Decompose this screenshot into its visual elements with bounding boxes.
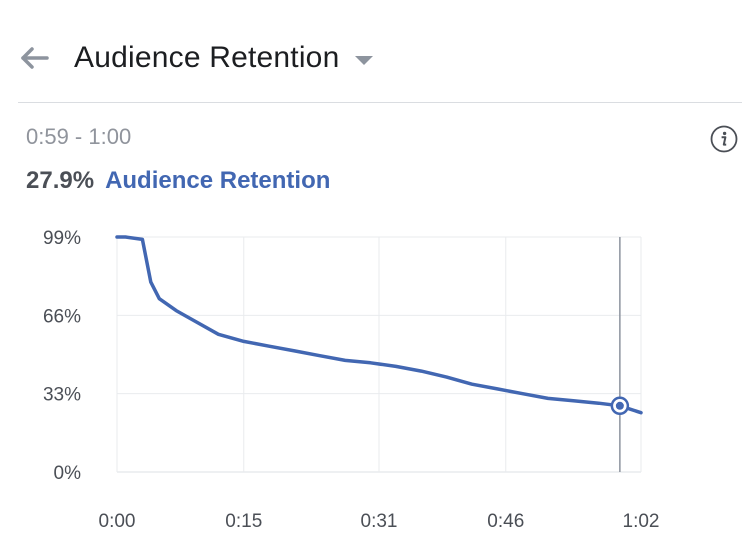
retention-value: 27.9% xyxy=(26,167,95,194)
y-tick-label: 0% xyxy=(54,463,82,484)
retention-line xyxy=(115,235,643,415)
x-tick-label: 0:46 xyxy=(487,511,524,532)
y-tick-label: 99% xyxy=(43,228,81,249)
retention-summary: 27.9% Audience Retention xyxy=(26,167,330,195)
header: Audience Retention xyxy=(18,30,740,86)
back-arrow-icon[interactable] xyxy=(18,42,50,74)
x-tick-label: 0:15 xyxy=(225,511,262,532)
page-title: Audience Retention xyxy=(74,41,340,74)
caret-down-icon xyxy=(355,55,374,65)
y-tick-label: 66% xyxy=(43,306,81,327)
x-tick-label: 1:02 xyxy=(623,511,660,532)
info-icon[interactable] xyxy=(710,125,738,153)
time-range-label: 0:59 - 1:00 xyxy=(26,124,132,149)
x-tick-label: 0:31 xyxy=(361,511,398,532)
highlight-point-dot xyxy=(615,401,624,410)
header-divider xyxy=(18,102,742,103)
x-tick-label: 0:00 xyxy=(99,511,136,532)
title-dropdown[interactable]: Audience Retention xyxy=(74,41,374,75)
y-tick-label: 33% xyxy=(43,385,81,406)
retention-label: Audience Retention xyxy=(105,167,331,194)
